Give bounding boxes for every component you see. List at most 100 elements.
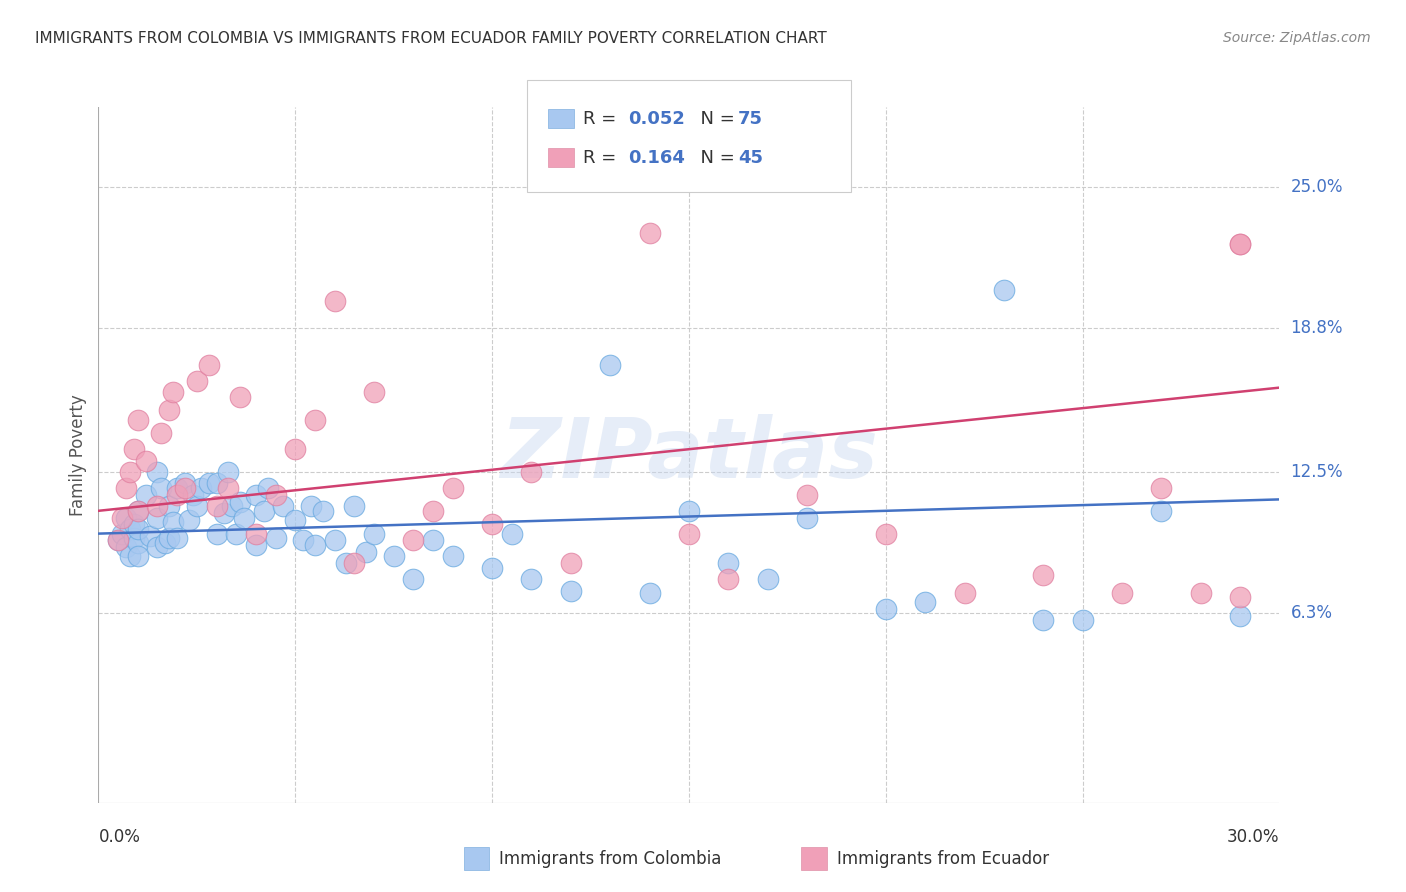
Text: R =: R = [583,110,623,128]
Point [520,465,543,479]
Point [166,531,188,545]
Point [221,500,243,514]
Point [127,504,149,518]
Point [205,500,228,514]
Point [122,531,145,545]
Point [146,465,169,479]
Point [402,572,425,586]
Text: 75: 75 [738,110,763,128]
Point [875,602,897,616]
Point [1229,591,1251,605]
Point [264,488,287,502]
Point [501,526,523,541]
Point [217,481,239,495]
Point [382,549,405,564]
Point [441,549,464,564]
Point [363,385,385,400]
Point [343,556,366,570]
Point [273,500,295,514]
Point [481,517,503,532]
Point [157,500,180,514]
Point [717,572,740,586]
Point [127,549,149,564]
Point [1071,613,1094,627]
Point [422,504,444,518]
Text: Source: ZipAtlas.com: Source: ZipAtlas.com [1223,31,1371,45]
Point [111,526,134,541]
Text: ZIPatlas: ZIPatlas [501,415,877,495]
Point [796,488,818,502]
Point [245,538,267,552]
Point [520,572,543,586]
Text: 12.5%: 12.5% [1291,463,1343,481]
Point [122,442,145,457]
Text: 6.3%: 6.3% [1291,605,1333,623]
Point [155,535,177,549]
Point [599,358,621,372]
Point [214,506,236,520]
Point [953,586,976,600]
Point [1032,613,1054,627]
Text: Immigrants from Ecuador: Immigrants from Ecuador [837,849,1049,868]
Point [256,481,278,495]
Point [717,556,740,570]
Y-axis label: Family Poverty: Family Poverty [69,394,87,516]
Point [115,481,138,495]
Point [264,531,287,545]
Point [177,513,200,527]
Point [229,494,252,508]
Point [1111,586,1133,600]
Text: 0.164: 0.164 [628,149,685,167]
Point [1189,586,1212,600]
Point [127,535,149,549]
Point [422,533,444,548]
Text: 30.0%: 30.0% [1227,828,1279,846]
Point [146,510,169,524]
Point [115,510,138,524]
Text: N =: N = [689,110,741,128]
Point [166,488,188,502]
Point [229,390,252,404]
Point [796,510,818,524]
Point [335,556,357,570]
Point [225,526,247,541]
Point [304,538,326,552]
Point [1032,567,1054,582]
Point [205,476,228,491]
Point [1150,504,1173,518]
Point [284,513,307,527]
Point [186,374,208,388]
Point [115,541,138,555]
Point [127,522,149,536]
Point [118,522,141,536]
Text: N =: N = [689,149,741,167]
Point [150,481,173,495]
Point [1229,236,1251,251]
Point [993,283,1015,297]
Point [122,517,145,532]
Point [299,500,322,514]
Point [678,504,700,518]
Point [146,541,169,555]
Point [146,500,169,514]
Point [205,526,228,541]
Point [678,526,700,541]
Point [107,533,129,548]
Point [181,488,204,502]
Point [323,533,346,548]
Point [284,442,307,457]
Point [118,465,141,479]
Text: R =: R = [583,149,628,167]
Point [343,500,366,514]
Point [127,412,149,426]
Point [111,510,134,524]
Point [441,481,464,495]
Point [560,556,582,570]
Point [107,533,129,548]
Point [1229,236,1251,251]
Point [174,476,197,491]
Point [560,583,582,598]
Point [166,481,188,495]
Point [245,526,267,541]
Point [190,481,212,495]
